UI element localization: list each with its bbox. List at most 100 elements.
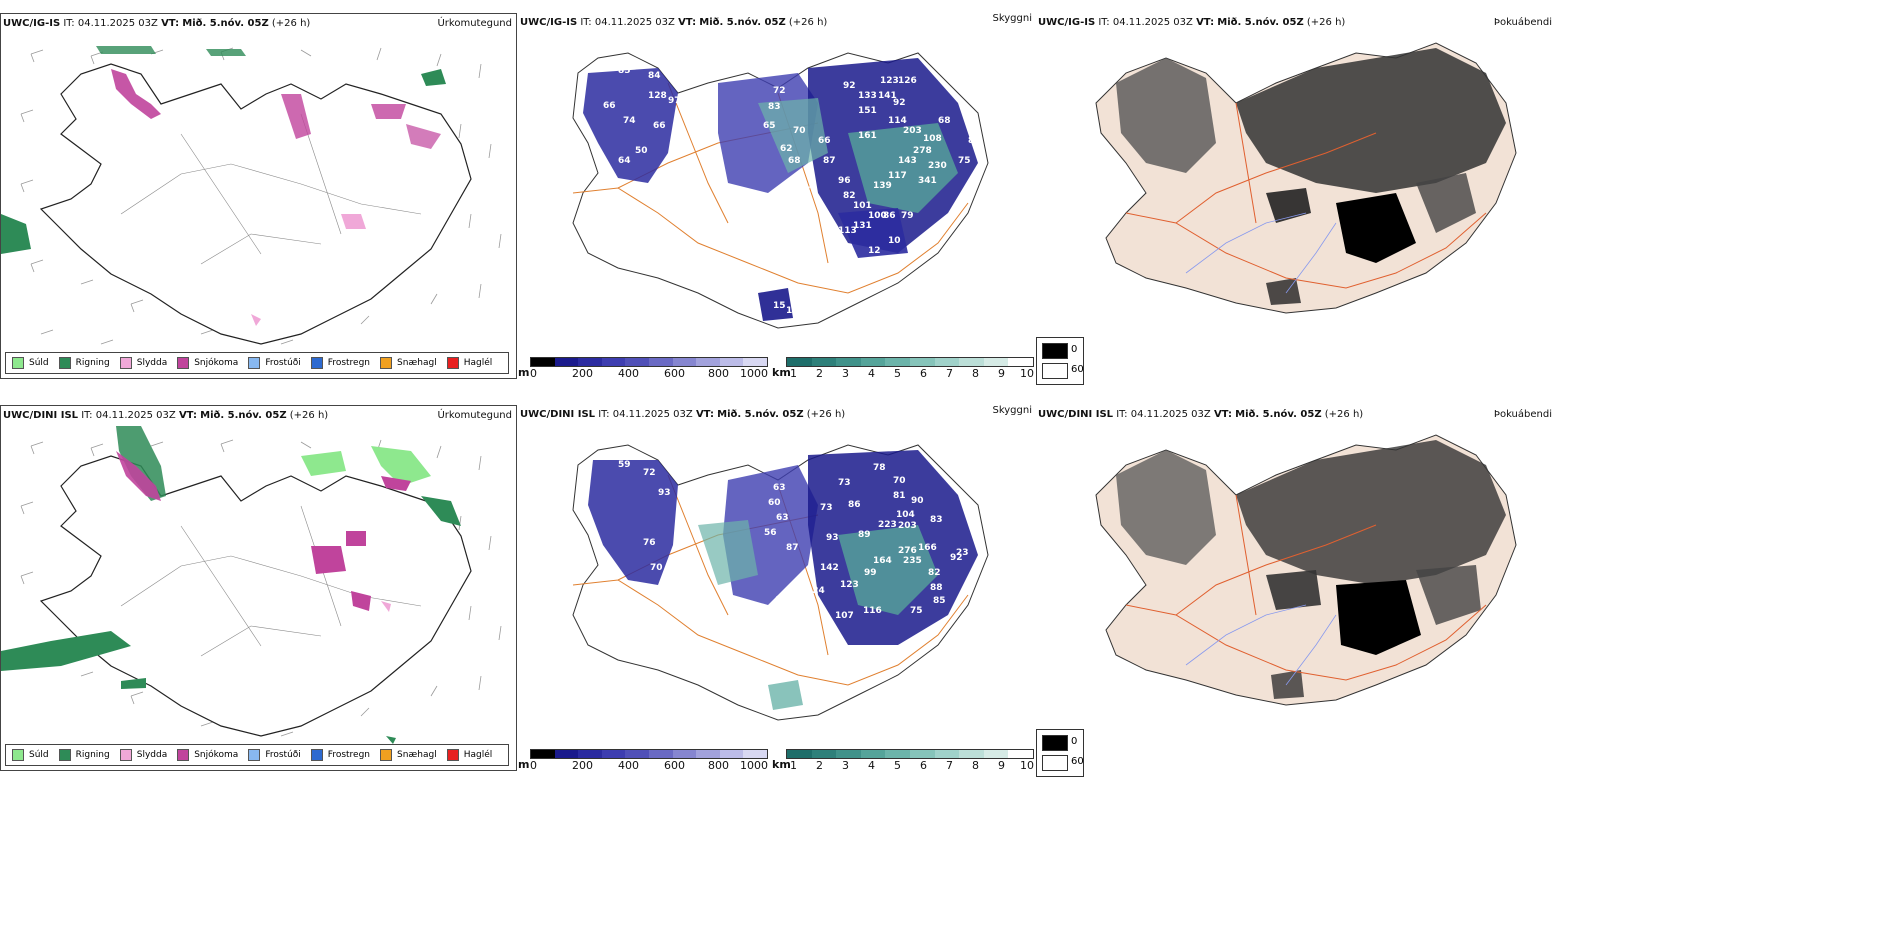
cloud-heading-row1: Skyggni [992, 13, 1032, 24]
svg-text:166: 166 [918, 543, 937, 553]
fog-swatch-high [1042, 735, 1068, 751]
precip-panel-row2: UWC/DINI ISL IT: 04.11.2025 03Z VT: Mið.… [0, 405, 517, 771]
fog-swatch-low [1042, 363, 1068, 379]
fog-panel-row2: UWC/DINI ISL IT: 04.11.2025 03Z VT: Mið.… [1036, 405, 1556, 777]
visibility-colorbar-row1: km 1 2 3 4 5 6 7 8 9 10 [772, 357, 1036, 380]
svg-text:70: 70 [893, 476, 906, 486]
legend-item: Frostregn [310, 749, 370, 761]
svg-text:74: 74 [623, 116, 636, 126]
legend-item: Slydda [119, 357, 167, 369]
colorbar-tick: 4 [868, 759, 875, 772]
colorbar-tick: 10 [1020, 759, 1034, 772]
svg-text:96: 96 [838, 176, 851, 186]
legend-swatch [380, 749, 393, 761]
svg-text:142: 142 [820, 563, 839, 573]
precip-heading-row2: Úrkomutegund [437, 410, 512, 421]
colorbar-tick: 1 [790, 367, 797, 380]
legend-item: Snjókoma [177, 357, 238, 369]
cloud-fields-row1 [583, 58, 978, 321]
cloud-labels-row1: 85 84 66 128 97 74 66 50 64 91 72 83 65 70 62 68… [603, 66, 981, 316]
svg-text:91: 91 [656, 171, 669, 181]
legend-swatch [446, 357, 459, 369]
legend-item: Snjókoma [177, 749, 238, 761]
legend-swatch [119, 357, 132, 369]
colorbar-unit: km [772, 758, 791, 771]
colorbar-tick: 8 [972, 367, 979, 380]
svg-text:93: 93 [658, 488, 671, 498]
colorbar-tick: 600 [664, 367, 685, 380]
colorbar-tick: 6 [920, 759, 927, 772]
colorbar-tick: 0 [530, 367, 537, 380]
svg-text:203: 203 [903, 126, 922, 136]
svg-text:62: 62 [780, 144, 793, 154]
svg-text:73: 73 [820, 503, 833, 513]
fog-legend-row1: 0 60 [1036, 337, 1084, 385]
svg-text:72: 72 [773, 86, 786, 96]
colorbar-tick: 1 [790, 759, 797, 772]
precip-title-row2: UWC/DINI ISL IT: 04.11.2025 03Z VT: Mið.… [3, 410, 329, 421]
svg-text:123: 123 [880, 76, 899, 86]
svg-text:82: 82 [928, 568, 941, 578]
svg-text:83: 83 [930, 515, 943, 525]
colorbar-tick: 1000 [740, 367, 768, 380]
svg-text:100: 100 [868, 211, 887, 221]
legend-swatch [58, 749, 71, 761]
legend-item: Snæhagl [380, 749, 437, 761]
cloud-map-row1: 85 84 66 128 97 74 66 50 64 91 72 83 65 70 62 68… [572, 52, 989, 329]
svg-text:78: 78 [873, 463, 886, 473]
svg-text:79: 79 [901, 211, 914, 221]
svg-text:89: 89 [858, 530, 871, 540]
svg-text:99: 99 [864, 568, 877, 578]
legend-item: Rigning [58, 749, 110, 761]
svg-text:114: 114 [888, 116, 907, 126]
svg-text:70: 70 [650, 563, 663, 573]
svg-text:85: 85 [618, 66, 631, 76]
colorbar-tick: 3 [842, 367, 849, 380]
colorbar-tick: 5 [894, 759, 901, 772]
svg-text:92: 92 [893, 98, 906, 108]
svg-text:90: 90 [911, 496, 924, 506]
legend-swatch [310, 749, 323, 761]
svg-text:63: 63 [773, 483, 786, 493]
legend-swatch [310, 357, 323, 369]
svg-text:164: 164 [873, 556, 892, 566]
fog-map-row1 [1095, 42, 1517, 314]
rivers [120, 113, 422, 265]
svg-text:66: 66 [818, 136, 831, 146]
legend-item: Frostregn [310, 357, 370, 369]
svg-text:86: 86 [968, 136, 981, 146]
svg-text:123: 123 [840, 580, 859, 590]
svg-text:278: 278 [913, 146, 932, 156]
svg-text:85: 85 [933, 596, 946, 606]
svg-text:56: 56 [764, 528, 777, 538]
fog-legend-label: 0 [1071, 344, 1078, 355]
colorbar-unit: m [518, 366, 530, 379]
legend-swatch [380, 357, 393, 369]
fog-title-row2: UWC/DINI ISL IT: 04.11.2025 03Z VT: Mið.… [1038, 409, 1364, 420]
svg-text:10: 10 [786, 306, 799, 316]
colorbar-tick: 800 [708, 759, 729, 772]
colorbar-unit: km [772, 366, 791, 379]
svg-text:143: 143 [898, 156, 917, 166]
svg-text:63: 63 [781, 191, 794, 201]
legend-swatch [12, 749, 24, 761]
legend-swatch [177, 357, 190, 369]
svg-text:161: 161 [858, 131, 877, 141]
legend-item: Rigning [58, 357, 110, 369]
colorbar-tick: 2 [816, 759, 823, 772]
svg-text:141: 141 [878, 91, 897, 101]
colorbar-tick: 600 [664, 759, 685, 772]
svg-text:92: 92 [950, 553, 963, 563]
svg-text:84: 84 [648, 71, 661, 81]
fog-legend-label: 60 [1071, 364, 1084, 375]
fog-swatch-high [1042, 343, 1068, 359]
svg-text:126: 126 [898, 76, 917, 86]
colorbar-tick: 10 [1020, 367, 1034, 380]
legend-swatch [12, 357, 24, 369]
legend-swatch [248, 749, 261, 761]
cloud-title-row1: UWC/IG-IS IT: 04.11.2025 03Z VT: Mið. 5.… [520, 17, 828, 28]
cloud-base-colorbar-row2: m 0 200 400 600 800 1000 [518, 749, 770, 772]
precip-patches-row1 [1, 46, 446, 326]
